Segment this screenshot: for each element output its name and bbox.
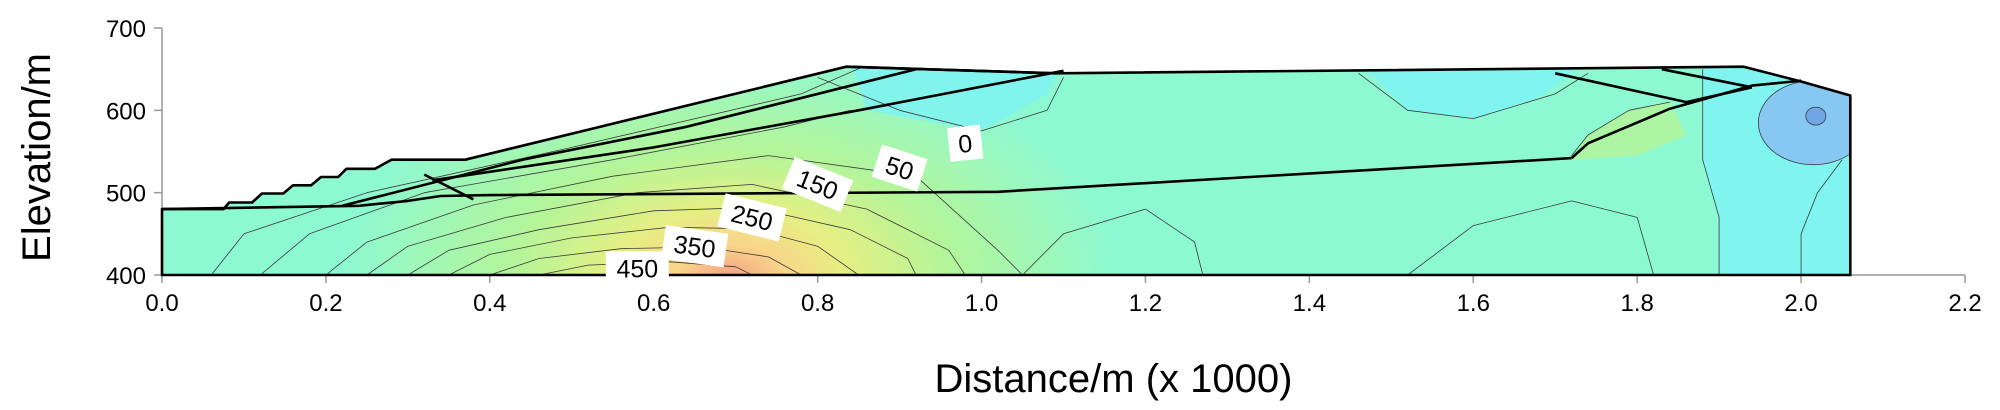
x-tick-label: 2.0 xyxy=(1784,290,1817,317)
field-cold-pocket-core xyxy=(1805,106,1827,126)
x-tick-label: 1.4 xyxy=(1293,290,1326,317)
contour-line xyxy=(1358,72,1589,119)
contour-lines xyxy=(210,66,1843,275)
contour-label: 50 xyxy=(871,144,928,192)
contour-line xyxy=(538,261,753,275)
x-tick-label: 1.2 xyxy=(1129,290,1162,317)
y-tick-label: 600 xyxy=(106,98,146,125)
structure-lines xyxy=(160,65,1852,277)
contour-label: 0 xyxy=(947,124,984,162)
tick-labels: 0.0 0.2 0.4 0.6 0.8 1.0 1.2 1.4 1.6 1.8 … xyxy=(106,16,1982,317)
structure-line-toe xyxy=(423,173,474,201)
contour-line xyxy=(817,77,1064,132)
contour-label-box xyxy=(871,144,928,192)
field-cold-zone-top xyxy=(850,66,1064,131)
contour-label: 450 xyxy=(605,251,669,286)
structure-line-base xyxy=(161,156,1572,211)
x-axis-title: Distance/m (x 1000) xyxy=(935,357,1293,401)
structure-line-inner-2 xyxy=(432,69,1064,182)
field-cold-zone-right xyxy=(1358,66,1851,275)
y-axis-title: Elevation/m xyxy=(15,53,59,262)
contour-line xyxy=(260,109,851,275)
x-tick-label: 2.2 xyxy=(1948,290,1981,317)
x-tick-label: 0.4 xyxy=(473,290,506,317)
x-tick-label: 0.2 xyxy=(309,290,342,317)
contour-line xyxy=(489,246,802,275)
contour-line xyxy=(1022,208,1204,275)
contour-line xyxy=(407,207,917,275)
y-tick-label: 400 xyxy=(106,263,146,290)
contour-label-box xyxy=(947,124,984,162)
x-tick-label: 0.6 xyxy=(637,290,670,317)
x-tick-label: 1.8 xyxy=(1620,290,1653,317)
contour-label-350: 350 xyxy=(672,230,717,264)
structure-line-right-3 xyxy=(1661,67,1753,89)
contour-label: 350 xyxy=(661,224,729,268)
contour-label-box xyxy=(605,251,669,286)
contour-label-box xyxy=(717,193,787,242)
contour-label-0: 0 xyxy=(957,130,974,159)
contour-line xyxy=(1407,200,1654,275)
structure-line-crest xyxy=(846,65,1056,75)
x-tick-label: 1.0 xyxy=(965,290,998,317)
x-tick-label: 1.6 xyxy=(1457,290,1490,317)
structure-line-right-1 xyxy=(1570,79,1802,160)
contour-line xyxy=(325,155,1023,275)
y-tick-label: 700 xyxy=(106,16,146,43)
field-layer xyxy=(162,66,1851,275)
contour-line xyxy=(1571,101,1671,156)
contour-line xyxy=(366,184,966,275)
structure-line-right-2 xyxy=(1554,72,1753,104)
section-outline xyxy=(160,65,1852,277)
field-heat-gradient xyxy=(162,66,1562,275)
x-tick-label: 0.0 xyxy=(145,290,178,317)
contour-line xyxy=(210,66,867,275)
x-tick-label: 0.8 xyxy=(801,290,834,317)
contour-label: 250 xyxy=(717,193,787,242)
field-mild-patch-right xyxy=(1571,102,1687,160)
contour-label-box xyxy=(661,224,729,268)
contour-line xyxy=(1702,69,1720,275)
contour-label-450: 450 xyxy=(616,255,658,283)
y-tick-label: 500 xyxy=(106,181,146,208)
contour-label-box xyxy=(782,156,854,212)
contour-line xyxy=(1800,159,1843,275)
structure-line-inner-1 xyxy=(341,67,917,208)
